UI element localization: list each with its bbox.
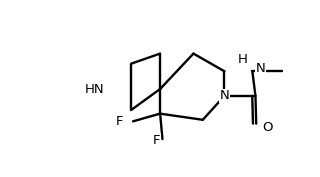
Text: F: F: [153, 134, 160, 147]
Text: F: F: [116, 115, 124, 128]
Text: HN: HN: [85, 82, 104, 96]
Text: N: N: [220, 89, 229, 102]
Text: H: H: [238, 53, 248, 66]
Text: N: N: [255, 62, 265, 75]
Text: O: O: [262, 121, 273, 134]
